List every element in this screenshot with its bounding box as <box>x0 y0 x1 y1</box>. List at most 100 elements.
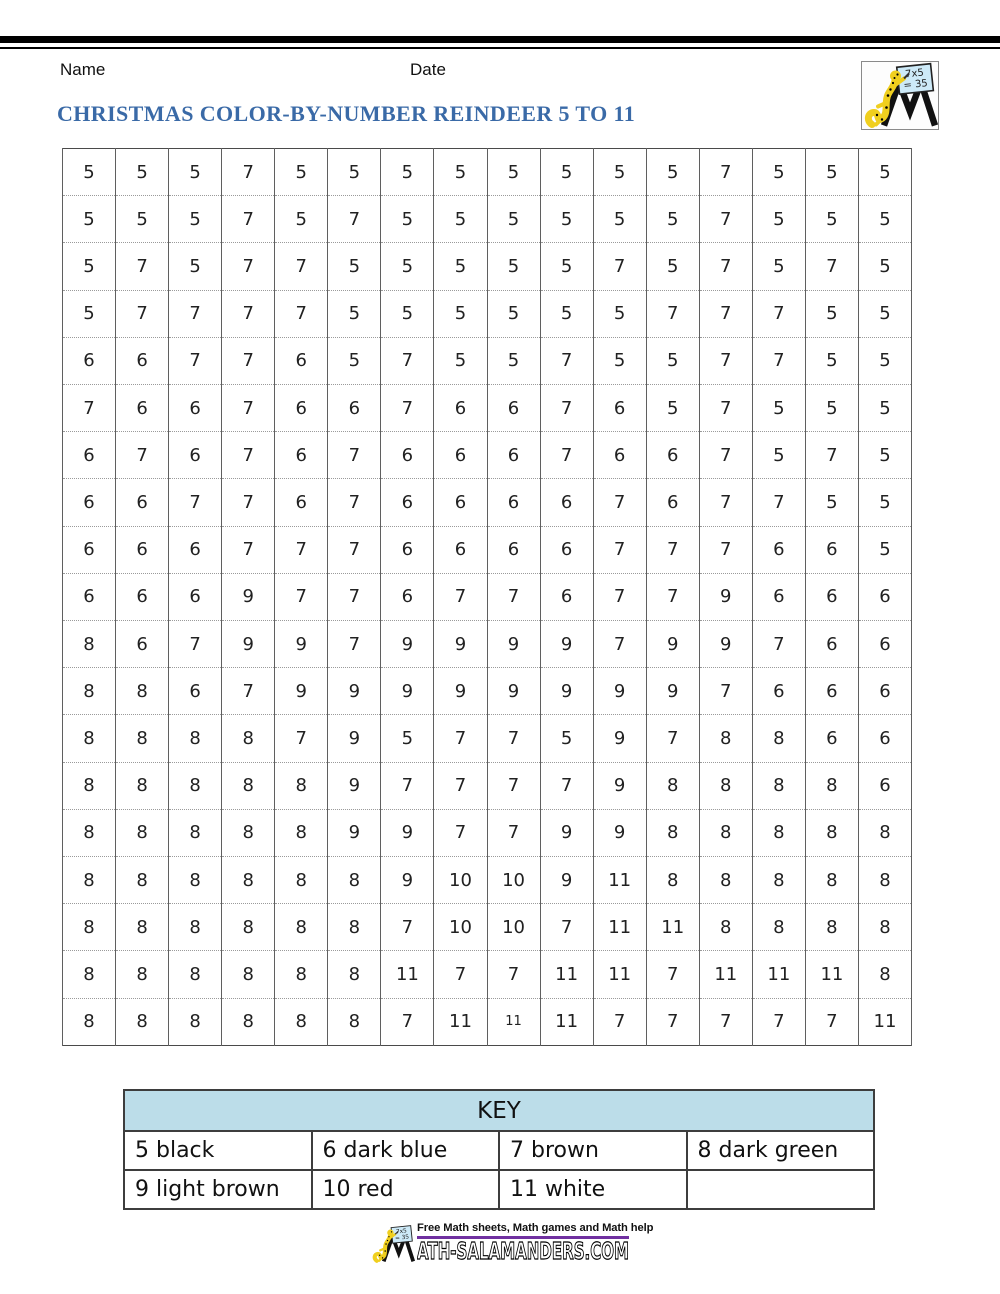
board-equation-bottom: = 35 <box>903 78 928 91</box>
grid-cell: 6 <box>168 572 223 622</box>
grid-cell: 6 <box>592 384 647 433</box>
grid-cell: 7 <box>645 950 700 999</box>
grid-cell: 7 <box>804 242 859 291</box>
grid-cell: 8 <box>751 903 806 952</box>
grid-cell: 8 <box>804 808 859 858</box>
grid-cell: 7 <box>751 336 806 386</box>
footer-salamander-icon: 7x5 = 35 <box>372 1225 415 1263</box>
grid-cell: 7 <box>380 761 435 810</box>
board-equation-top: 7x5 <box>905 67 925 80</box>
grid-cell: 5 <box>592 289 647 338</box>
grid-cell: 7 <box>486 808 541 858</box>
footer-board-bottom: = 35 <box>395 1235 410 1242</box>
grid-cell: 8 <box>61 856 117 905</box>
grid-cell: 9 <box>327 667 382 716</box>
footer-site-wordmark: ATH-SALAMANDERS.COM <box>417 1239 630 1266</box>
grid-cell: 6 <box>751 525 806 574</box>
grid-cell: 7 <box>486 572 541 622</box>
grid-cell: 8 <box>115 950 170 999</box>
grid-cell: 6 <box>857 714 913 763</box>
grid-cell: 8 <box>274 903 329 952</box>
grid-cell: 7 <box>274 289 329 338</box>
grid-cell: 8 <box>115 997 170 1047</box>
grid-cell: 6 <box>115 572 170 622</box>
grid-cell: 7 <box>592 478 647 527</box>
grid-cell: 6 <box>380 572 435 622</box>
grid-cell: 9 <box>645 667 700 716</box>
date-label: Date <box>410 60 446 79</box>
grid-cell: 6 <box>274 336 329 386</box>
grid-cell: 7 <box>539 761 594 810</box>
key-row: 9 light brown 10 red 11 white <box>123 1169 875 1210</box>
grid-cell: 7 <box>698 478 753 527</box>
grid-cell: 7 <box>645 997 700 1047</box>
grid-cell: 9 <box>380 620 435 669</box>
grid-cell: 5 <box>645 384 700 433</box>
grid-cell: 8 <box>804 856 859 905</box>
grid-cell: 8 <box>645 761 700 810</box>
grid-cell: 9 <box>380 856 435 905</box>
grid-cell: 7 <box>539 431 594 480</box>
grid-cell: 8 <box>327 950 382 999</box>
grid-cell: 9 <box>486 667 541 716</box>
grid-cell: 7 <box>751 289 806 338</box>
grid-cell: 11 <box>857 997 913 1047</box>
grid-cell: 6 <box>645 478 700 527</box>
grid-cell: 5 <box>61 195 117 244</box>
grid-cell: 7 <box>221 525 276 574</box>
grid-cell: 6 <box>804 525 859 574</box>
footer-divider <box>417 1236 629 1239</box>
grid-cell: 11 <box>539 997 594 1047</box>
grid-cell: 7 <box>274 242 329 291</box>
grid-cell: 7 <box>804 997 859 1047</box>
grid-cell: 7 <box>168 289 223 338</box>
grid-cell: 8 <box>274 950 329 999</box>
grid-cell: 7 <box>221 478 276 527</box>
grid-cell: 9 <box>327 808 382 858</box>
grid-cell: 5 <box>751 384 806 433</box>
grid-cell: 7 <box>221 384 276 433</box>
grid-cell: 7 <box>433 572 488 622</box>
grid-cell: 10 <box>486 856 541 905</box>
grid-cell: 11 <box>592 950 647 999</box>
grid-cell: 9 <box>592 714 647 763</box>
grid-cell: 7 <box>433 950 488 999</box>
grid-cell: 10 <box>433 856 488 905</box>
grid-cell: 6 <box>61 478 117 527</box>
grid-cell: 7 <box>645 525 700 574</box>
grid-cell: 7 <box>380 997 435 1047</box>
grid-cell: 5 <box>115 195 170 244</box>
grid-cell: 5 <box>61 147 117 197</box>
grid-cell: 6 <box>168 525 223 574</box>
grid-cell: 5 <box>168 195 223 244</box>
grid-cell: 9 <box>274 667 329 716</box>
grid-cell: 8 <box>61 714 117 763</box>
grid-cell: 7 <box>698 384 753 433</box>
grid-cell: 8 <box>751 856 806 905</box>
grid-cell: 8 <box>61 903 117 952</box>
key-cell: 5 black <box>123 1130 313 1171</box>
grid-row: 8 8 8 8 8 8 7 10 10 7 11 11 8 8 8 8 <box>61 903 913 952</box>
grid-cell: 5 <box>645 147 700 197</box>
key-cell: 10 red <box>310 1169 500 1210</box>
grid-cell: 5 <box>486 336 541 386</box>
grid-cell: 5 <box>380 195 435 244</box>
grid-cell: 5 <box>857 195 913 244</box>
grid-cell: 8 <box>221 903 276 952</box>
grid-cell: 8 <box>221 950 276 999</box>
grid-cell: 9 <box>221 620 276 669</box>
grid-cell: 8 <box>168 808 223 858</box>
grid-cell: 6 <box>380 478 435 527</box>
grid-cell: 8 <box>857 903 913 952</box>
grid-cell: 7 <box>592 572 647 622</box>
grid-cell: 5 <box>61 242 117 291</box>
grid-cell: 7 <box>380 336 435 386</box>
grid-cell: 6 <box>857 667 913 716</box>
key-cell: 8 dark green <box>685 1130 875 1171</box>
